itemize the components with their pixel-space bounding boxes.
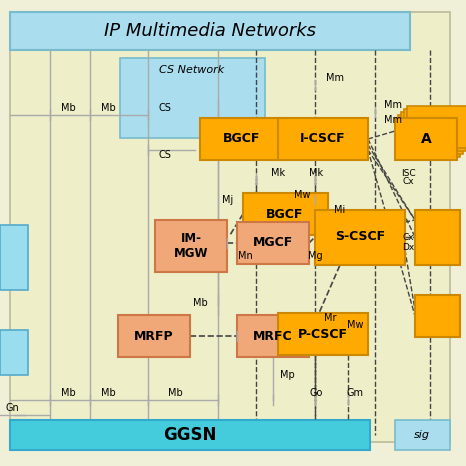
Bar	[10, 420, 370, 450]
Text: CS: CS	[158, 103, 171, 113]
Text: Cx: Cx	[402, 178, 414, 186]
Text: Mp: Mp	[280, 370, 295, 380]
Text: BGCF: BGCF	[223, 132, 260, 145]
Text: GGSN: GGSN	[163, 426, 217, 444]
Bar	[237, 315, 309, 357]
Bar	[395, 118, 457, 160]
Text: Mb: Mb	[101, 388, 116, 398]
Text: Mb: Mb	[101, 103, 116, 113]
Bar	[398, 115, 460, 157]
Text: Gn: Gn	[5, 403, 19, 413]
Text: Cx: Cx	[402, 233, 414, 241]
Text: Mw: Mw	[347, 320, 363, 330]
Text: I-CSCF: I-CSCF	[300, 132, 346, 145]
Bar	[243, 193, 328, 235]
Text: Mk: Mk	[271, 168, 285, 178]
Text: MGCF: MGCF	[253, 237, 293, 249]
Text: Mb: Mb	[61, 103, 75, 113]
Bar	[118, 315, 190, 357]
Text: P-CSCF: P-CSCF	[298, 328, 348, 341]
Text: Mb: Mb	[61, 388, 75, 398]
Bar	[415, 210, 460, 265]
Bar	[0, 225, 28, 290]
Text: CS: CS	[158, 150, 171, 160]
Bar	[315, 210, 405, 265]
Bar	[0, 330, 28, 375]
Bar	[200, 118, 285, 160]
Bar	[237, 222, 309, 264]
Text: Mb: Mb	[192, 298, 207, 308]
Text: ISC: ISC	[401, 169, 415, 178]
Text: CS Network: CS Network	[159, 65, 225, 75]
Text: Dx: Dx	[402, 244, 414, 253]
Text: Mm: Mm	[384, 115, 402, 125]
Text: Mr: Mr	[324, 313, 336, 323]
Text: Gm: Gm	[347, 388, 363, 398]
Text: Mi: Mi	[335, 205, 346, 215]
Text: Mj: Mj	[222, 195, 233, 205]
Text: MRFC: MRFC	[253, 329, 293, 343]
Text: A: A	[421, 132, 432, 146]
Text: Mk: Mk	[309, 168, 323, 178]
Text: Mm: Mm	[384, 100, 402, 110]
Text: MRFP: MRFP	[134, 329, 174, 343]
Text: Mw: Mw	[294, 190, 310, 200]
Text: S-CSCF: S-CSCF	[335, 231, 385, 244]
Text: Mm: Mm	[326, 73, 344, 83]
Text: IP Multimedia Networks: IP Multimedia Networks	[104, 22, 316, 40]
Text: IM-
MGW: IM- MGW	[174, 232, 208, 260]
Bar	[415, 295, 460, 337]
Bar	[278, 118, 368, 160]
Bar	[407, 106, 466, 148]
Text: Mg: Mg	[308, 251, 322, 261]
Bar	[10, 12, 410, 50]
Bar	[395, 420, 450, 450]
Bar	[155, 220, 227, 272]
Bar	[404, 109, 466, 151]
Text: Go: Go	[309, 388, 322, 398]
Text: Mn: Mn	[238, 251, 253, 261]
Bar	[120, 58, 265, 138]
Bar	[278, 313, 368, 355]
Text: sig: sig	[414, 430, 430, 440]
Bar	[401, 112, 463, 154]
Text: BGCF: BGCF	[266, 207, 304, 220]
Text: Mb: Mb	[168, 388, 182, 398]
